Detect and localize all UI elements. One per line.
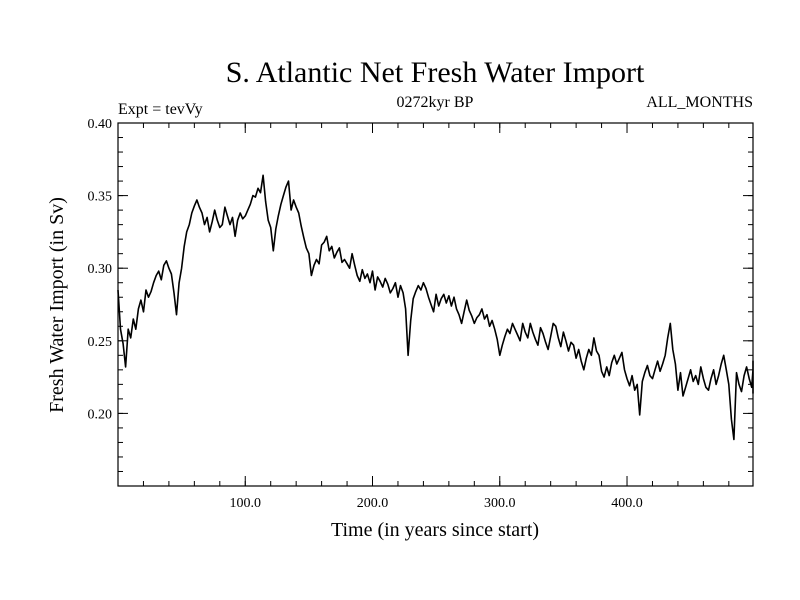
tick-labels: 100.0 200.0 300.0 400.0 0.20 0.25 0.30 0.35 0.40	[88, 117, 643, 511]
plot-frame	[117, 122, 754, 487]
axis-ticks	[118, 122, 753, 486]
y-tick-label: 0.30	[88, 262, 113, 277]
x-axis-label: Time (in years since start)	[331, 519, 539, 541]
fresh-water-import-line	[117, 174, 754, 441]
experiment-label: Expt = tevVy	[118, 101, 203, 118]
x-tick-label: 100.0	[230, 496, 262, 511]
y-axis-label: Fresh Water Import (in Sv)	[46, 197, 68, 413]
months-label: ALL_MONTHS	[646, 94, 753, 111]
y-tick-label: 0.35	[88, 190, 113, 205]
y-tick-label: 0.20	[88, 407, 113, 422]
chart-title: S. Atlantic Net Fresh Water Import	[226, 56, 645, 89]
y-tick-label: 0.40	[88, 117, 113, 132]
x-tick-label: 400.0	[611, 496, 643, 511]
y-tick-label: 0.25	[88, 335, 113, 350]
x-tick-label: 300.0	[484, 496, 516, 511]
period-label: 0272kyr BP	[397, 94, 474, 111]
x-tick-label: 200.0	[357, 496, 389, 511]
